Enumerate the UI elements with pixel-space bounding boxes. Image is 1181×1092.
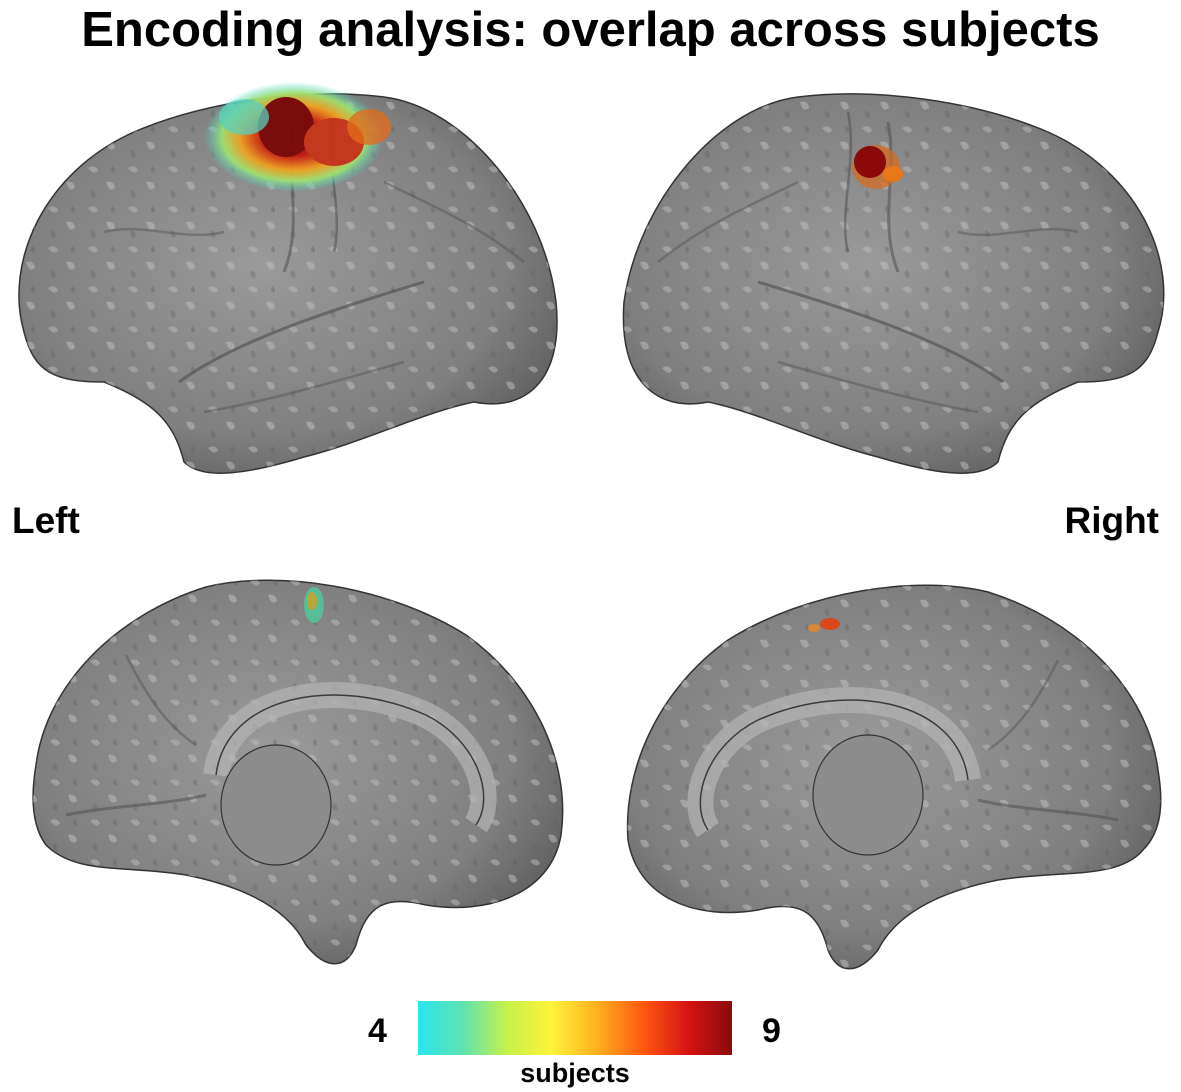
activation-cluster [304, 587, 324, 623]
activation-cluster [808, 618, 840, 632]
colorbar: 4 9 subjects [0, 1000, 1181, 1092]
colorbar-max-label: 9 [762, 1012, 781, 1050]
left-hemisphere-label: Left [12, 500, 80, 541]
activation-cluster [852, 145, 903, 189]
colorbar-min-label: 4 [368, 1012, 387, 1050]
activation-cluster [204, 82, 391, 192]
right-hemisphere-label: Right [1064, 500, 1159, 541]
figure-title: Encoding analysis: overlap across subjec… [81, 3, 1100, 57]
colorbar-title: subjects [520, 1058, 630, 1088]
colorbar-gradient [418, 1001, 732, 1055]
brain-left-medial [6, 575, 572, 975]
brain-left-lateral [4, 82, 564, 482]
brain-right-lateral [618, 82, 1180, 482]
brain-right-medial [618, 580, 1180, 980]
